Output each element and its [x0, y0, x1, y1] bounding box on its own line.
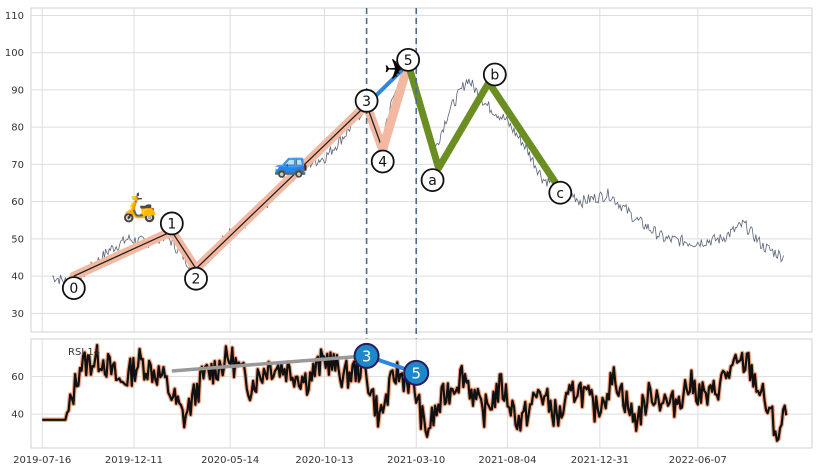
wave-label: 5 [404, 53, 413, 69]
wave-label-circle [482, 62, 507, 87]
x-tick-label: 2019-07-16 [13, 455, 71, 466]
wave-label: 2 [192, 272, 201, 288]
rsi-y-axis: 40 60 [11, 372, 24, 421]
price-y-tick-label: 100 [5, 48, 24, 59]
price-panel [30, 7, 813, 333]
scooter-icon: 🛵 [122, 191, 157, 224]
rsi-line [42, 344, 788, 442]
x-tick-label: 2019-12-11 [105, 455, 163, 466]
x-tick-label: 2022-06-07 [669, 455, 727, 466]
rsi-divergence-label: 3 [362, 347, 372, 365]
price-y-tick-label: 110 [5, 11, 24, 22]
rsi-y-tick-label: 60 [11, 372, 24, 383]
wave-label-circle [370, 149, 395, 174]
corrective-wave-line [404, 62, 562, 189]
wave-label-circle [354, 88, 379, 113]
rsi-divergence-line [171, 354, 367, 373]
wave-label-circle [420, 168, 445, 193]
rsi-series [41, 342, 789, 444]
wave-label: 4 [378, 155, 387, 171]
price-y-tick-label: 50 [11, 234, 24, 245]
x-tick-label: 2021-03-10 [387, 455, 445, 466]
wave-label: 1 [167, 216, 176, 232]
rsi-divergence-point [403, 359, 430, 386]
wave-label: c [556, 186, 564, 202]
rsi-divergence: 35 [171, 342, 430, 386]
x-tick-label: 2020-05-14 [201, 455, 259, 466]
impulse-wave-highlight-4-5 [378, 59, 413, 155]
rsi-legend: RSI 14 [68, 347, 100, 358]
wave-label-circle [396, 47, 421, 72]
rsi-divergence-point [353, 342, 380, 369]
x-tick-label: 2021-08-04 [478, 455, 536, 466]
wave-label: b [490, 67, 499, 83]
x-axis-ticks: 2019-07-16 2019-12-11 2020-05-14 2020-10-13… [13, 455, 727, 466]
x-tick-label: 2020-10-13 [295, 455, 353, 466]
wave-label: a [428, 173, 437, 189]
corrective-wave [404, 62, 562, 189]
wave-label: 0 [69, 281, 78, 297]
price-y-tick-label: 70 [11, 160, 24, 171]
vertical-markers [365, 8, 418, 448]
wave-label-circle [61, 276, 86, 301]
wave-icons: 🛵🚙✈ [122, 53, 407, 224]
wave-labels: 0 1 2 3 4 5 a b c [61, 47, 573, 301]
x-tick-label: 2021-12-31 [571, 455, 629, 466]
price-y-tick-label: 80 [11, 123, 24, 134]
wave-label-circle [184, 266, 208, 291]
price-y-tick-label: 90 [11, 85, 24, 96]
price-y-tick-label: 60 [11, 197, 24, 208]
wave-label: 3 [362, 94, 371, 110]
wave-label-circle [548, 180, 573, 205]
price-y-tick-label: 40 [11, 272, 24, 283]
rsi-divergence-label: 5 [411, 364, 421, 382]
car-icon: 🚙 [273, 146, 308, 179]
rsi-y-tick-label: 40 [11, 410, 24, 421]
price-y-tick-label: 30 [11, 309, 24, 320]
wave-label-circle [159, 211, 184, 236]
price-y-axis: 30 40 50 60 70 80 90 100 110 [5, 11, 24, 320]
